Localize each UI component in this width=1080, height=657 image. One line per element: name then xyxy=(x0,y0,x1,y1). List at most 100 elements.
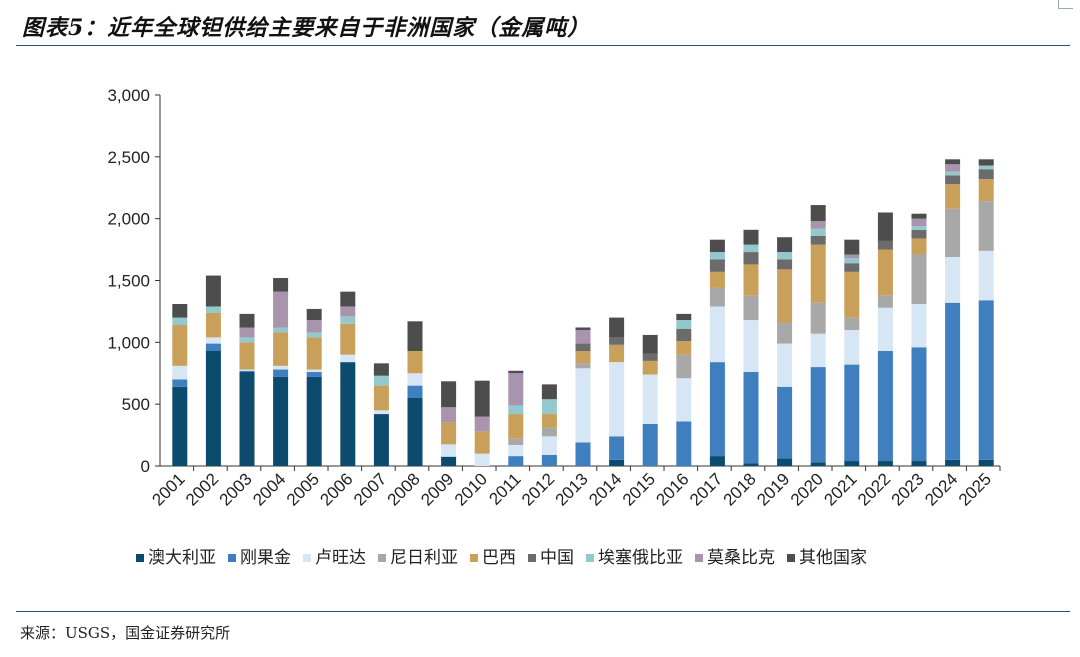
bar-segment xyxy=(978,169,994,180)
bar-segment xyxy=(777,237,793,253)
x-tick-label: 2014 xyxy=(585,469,625,509)
legend-label: 澳大利亚 xyxy=(148,548,216,568)
x-tick-label: 2004 xyxy=(249,469,289,509)
y-tick-label: 1,500 xyxy=(107,272,150,291)
bar-segment xyxy=(172,317,188,326)
bar-segment xyxy=(978,459,994,466)
bar-segment xyxy=(541,414,557,428)
source-note: 来源：USGS，国金证券研究所 xyxy=(20,624,231,642)
x-tick-label: 2010 xyxy=(451,469,491,509)
x-tick-label: 2017 xyxy=(686,469,726,509)
bar-segment xyxy=(273,327,289,333)
bar-segment xyxy=(373,363,389,376)
bar-segment xyxy=(844,364,860,462)
bar-segment xyxy=(273,365,289,370)
bar-segment xyxy=(844,317,860,330)
bottom-rule xyxy=(16,611,1070,612)
bar-segment xyxy=(844,271,860,318)
x-tick-label: 2019 xyxy=(753,469,793,509)
bar-segment xyxy=(306,376,322,466)
bar-segment xyxy=(642,423,658,466)
bar-segment xyxy=(508,405,524,415)
bar-segment xyxy=(978,179,994,202)
bar-segment xyxy=(474,431,490,454)
bar-segment xyxy=(273,376,289,466)
bar-segment xyxy=(978,300,994,460)
bar-segment xyxy=(340,362,356,466)
bar-segment xyxy=(609,459,625,466)
bar-segment xyxy=(945,171,961,176)
bar-segment xyxy=(609,362,625,437)
x-tick-label: 2024 xyxy=(921,469,961,509)
bar-segment xyxy=(306,369,322,373)
bar-segment xyxy=(205,343,221,351)
legend-swatch xyxy=(228,554,236,562)
bar-segment xyxy=(844,329,860,365)
bar-segment xyxy=(239,313,255,328)
bar-segment xyxy=(340,354,356,363)
bar-segment xyxy=(844,263,860,272)
x-tick-label: 2007 xyxy=(350,469,390,509)
stacked-bar-chart: 05001,0001,5002,0002,5003,00020012002200… xyxy=(107,86,1001,568)
bar-segment xyxy=(441,407,457,423)
x-tick-label: 2011 xyxy=(485,469,524,508)
bar-segment xyxy=(810,221,826,229)
x-tick-label: 2018 xyxy=(720,469,760,509)
bar-segment xyxy=(810,333,826,368)
legend-label: 卢旺达 xyxy=(315,548,366,568)
bar-segment xyxy=(777,269,793,323)
bar-segment xyxy=(877,461,893,466)
bar-segment xyxy=(777,252,793,260)
bar-segment xyxy=(743,295,759,321)
bar-segment xyxy=(205,337,221,344)
bar-segment xyxy=(575,442,591,466)
bar-segment xyxy=(945,459,961,466)
x-tick-label: 2021 xyxy=(820,469,860,509)
bar-segment xyxy=(743,463,759,466)
bar-segment xyxy=(340,316,356,324)
bar-segment xyxy=(877,249,893,296)
bar-segment xyxy=(709,362,725,457)
bar-segment xyxy=(810,462,826,466)
bar-segment xyxy=(877,240,893,250)
bar-segment xyxy=(945,302,961,460)
bar-segment xyxy=(172,386,188,466)
bar-segment xyxy=(541,399,557,415)
bar-segment xyxy=(508,373,524,406)
legend-label: 刚果金 xyxy=(240,548,291,568)
x-tick-label: 2006 xyxy=(316,469,356,509)
bar-segment xyxy=(911,254,927,304)
bar-segment xyxy=(373,414,389,466)
legend-label: 中国 xyxy=(540,548,574,568)
bar-segment xyxy=(911,238,927,255)
bar-segment xyxy=(541,436,557,455)
bar-segment xyxy=(205,312,221,338)
bar-segment xyxy=(777,343,793,387)
bar-segment xyxy=(474,453,490,466)
bar-segment xyxy=(676,378,692,422)
bar-segment xyxy=(441,422,457,445)
bar-segment xyxy=(508,456,524,466)
bar-segment xyxy=(575,327,591,330)
bar-segment xyxy=(945,164,961,172)
bar-segment xyxy=(575,350,591,364)
bar-segment xyxy=(743,252,759,265)
bar-segment xyxy=(978,165,994,170)
legend-label: 其他国家 xyxy=(799,548,867,568)
bar-segment xyxy=(877,307,893,351)
bar-segment xyxy=(609,317,625,338)
bar-segment xyxy=(474,416,490,432)
bar-segment xyxy=(877,295,893,308)
bar-segment xyxy=(743,372,759,464)
bar-segment xyxy=(945,159,961,165)
bar-segment xyxy=(373,375,389,386)
bar-segment xyxy=(609,337,625,345)
legend-label: 莫桑比克 xyxy=(707,548,775,568)
y-tick-label: 2,000 xyxy=(107,210,150,229)
bar-segment xyxy=(239,342,255,370)
bar-segment xyxy=(709,252,725,260)
bar-segment xyxy=(407,397,423,466)
bar-segment xyxy=(743,229,759,245)
x-tick-label: 2022 xyxy=(854,469,894,509)
bar-segment xyxy=(709,239,725,253)
